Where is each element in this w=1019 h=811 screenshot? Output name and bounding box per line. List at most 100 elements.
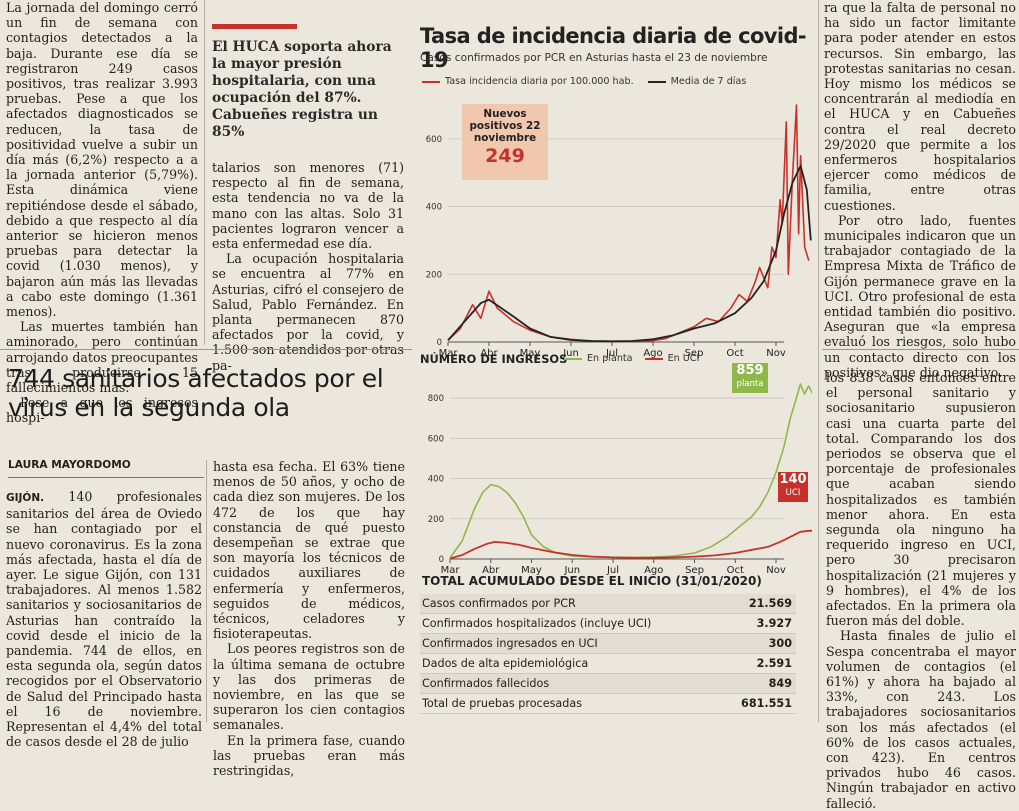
paragraph: Por otro lado, fuentes municipales indic… <box>824 212 1016 380</box>
pull-quote: El HUCA soporta ahora la mayor presión h… <box>212 24 402 141</box>
pull-quote-text: El HUCA soporta ahora la mayor presión h… <box>212 39 392 140</box>
x-tick-label: Jun <box>563 565 580 576</box>
table-row: Casos confirmados por PCR 21.569 <box>420 594 796 614</box>
x-tick-label: Abr <box>482 565 500 576</box>
mid-bottom-column: hasta esa fecha. El 63% tiene menos de 5… <box>213 459 405 778</box>
table-row: Confirmados ingresados en UCI 300 <box>420 633 796 654</box>
x-tick-label: Jun <box>562 348 579 359</box>
row-label: Confirmados fallecidos <box>420 673 723 694</box>
pull-quote-bar <box>212 24 297 29</box>
paragraph: Pese a que los ingresos hospi- <box>6 395 198 426</box>
y-tick-label: 0 <box>437 338 442 348</box>
section-divider <box>822 349 1019 350</box>
paragraph: En la primera fase, cuando las pruebas e… <box>213 732 405 779</box>
author-byline: LAURA MAYORDOMO <box>8 459 204 478</box>
table-row: Total de pruebas procesadas 681.551 <box>420 693 796 714</box>
row-label: Casos confirmados por PCR <box>420 594 723 614</box>
y-tick-label: 400 <box>426 203 442 213</box>
x-tick-label: Oct <box>727 565 744 576</box>
row-value: 21.569 <box>722 594 796 614</box>
mid-top-column: talarios son menores (71) respecto al fi… <box>212 160 404 373</box>
uci-label: UCI <box>785 488 801 498</box>
paragraph: talarios son menores (71) respecto al fi… <box>212 160 404 252</box>
uci-value: 140 <box>779 472 807 487</box>
legend-swatch-black <box>647 80 666 83</box>
paragraph: los 838 casos entonces entre el personal… <box>826 370 1016 629</box>
legend-swatch-green <box>564 357 582 360</box>
x-tick-label: Sep <box>685 348 704 359</box>
y-tick-label: 400 <box>428 475 444 485</box>
lead-text: 140 profesionales sanitarios del área de… <box>6 489 202 750</box>
left-top-column: La jornada del domingo cerró un fin de s… <box>6 0 198 426</box>
table-row: Confirmados hospitalizados (incluye UCI)… <box>420 613 796 634</box>
x-tick-label: Mar <box>441 565 461 576</box>
ingresos-legend: En planta En UCI <box>564 353 699 364</box>
row-label: Confirmados hospitalizados (incluye UCI) <box>420 613 723 634</box>
paragraph: hasta esa fecha. El 63% tiene menos de 5… <box>213 459 405 642</box>
planta-label: planta <box>736 379 764 389</box>
infographic-title: Tasa de incidencia diaria de covid-19 <box>420 24 807 72</box>
x-tick-label: Ago <box>644 565 663 576</box>
x-tick-label: Jul <box>606 565 619 576</box>
paragraph: La jornada del domingo cerró un fin de s… <box>6 0 198 320</box>
series-line-1 <box>447 104 810 343</box>
x-tick-label: Nov <box>766 348 786 359</box>
table-row: Confirmados fallecidos 849 <box>420 673 796 694</box>
row-label: Confirmados ingresados en UCI <box>420 633 723 654</box>
column-rule <box>204 0 205 345</box>
right-top-column: ra que la falta de personal no ha sido u… <box>824 0 1016 380</box>
left-bottom-column: GIJÓN. 140 profesionales sanitarios del … <box>6 489 202 749</box>
row-value: 300 <box>722 633 796 654</box>
row-label: Dados de alta epidemiológica <box>420 653 723 674</box>
row-value: 2.591 <box>722 653 796 674</box>
legend-label: En planta <box>587 353 633 364</box>
y-tick-label: 600 <box>428 434 444 444</box>
x-tick-label: May <box>521 565 542 576</box>
uci-callout: 140 UCI <box>778 472 808 502</box>
legend-label: En UCI <box>667 353 700 364</box>
series-line-2 <box>447 165 812 343</box>
covid-infographic: Tasa de incidencia diaria de covid-19 Ca… <box>412 20 812 722</box>
infographic-subtitle: Casos confirmados por PCR en Asturias ha… <box>420 52 768 64</box>
ingresos-chart: 0 200 400 600 800 Mar Abr May Jun Jul Ago Sep Oct Nov <box>428 383 812 576</box>
table-title: TOTAL ACUMULADO DESDE EL INICIO (31/01/2… <box>422 574 762 588</box>
x-tick-label: Oct <box>726 348 743 359</box>
x-tick-label: Nov <box>766 565 786 576</box>
legend-label: Tasa incidencia diaria por 100.000 hab. <box>445 76 634 87</box>
y-tick-label: 800 <box>428 394 444 404</box>
y-tick-label: 200 <box>426 270 442 280</box>
row-value: 681.551 <box>722 693 796 714</box>
totals-table: Casos confirmados por PCR 21.569 Confirma… <box>420 594 796 714</box>
paragraph: Los peores registros son de la última se… <box>213 641 405 733</box>
row-value: 849 <box>722 673 796 694</box>
callout-label: Nuevos positivos 22 noviembre <box>469 108 541 144</box>
row-label: Total de pruebas procesadas <box>420 693 723 714</box>
new-cases-callout: Nuevos positivos 22 noviembre 249 <box>462 104 548 180</box>
row-value: 3.927 <box>722 613 796 634</box>
legend-swatch-red <box>644 357 663 360</box>
paragraph: GIJÓN. 140 profesionales sanitarios del … <box>6 489 202 749</box>
planta-callout: 859 planta <box>732 363 768 393</box>
column-rule <box>818 0 819 722</box>
x-tick-label: May <box>520 348 541 359</box>
paragraph: Hasta finales de julio el Sespa concentr… <box>826 628 1016 811</box>
legend-label: Media de 7 días <box>670 76 747 87</box>
x-tick-label: Ago <box>643 348 662 359</box>
series-line-2 <box>449 529 812 560</box>
callout-value: 249 <box>485 145 525 167</box>
y-tick-label: 600 <box>426 135 442 145</box>
series-line-1 <box>449 383 812 559</box>
dateline: GIJÓN. <box>6 492 45 504</box>
section-divider <box>0 349 412 350</box>
paragraph: ra que la falta de personal no ha sido u… <box>824 0 1016 213</box>
headline: 744 sanitarios afectados por el virus en… <box>8 364 384 422</box>
planta-value: 859 <box>736 363 764 378</box>
x-tick-label: Mar <box>439 348 459 359</box>
paragraph: La ocupación hospitalaria se encuentra a… <box>212 251 404 373</box>
paragraph: Las muertes también han aminorado, pero … <box>6 319 198 396</box>
y-tick-label: 0 <box>439 555 444 565</box>
table-row: Dados de alta epidemiológica 2.591 <box>420 653 796 674</box>
x-tick-label: Abr <box>480 348 498 359</box>
x-tick-label: Jul <box>605 348 618 359</box>
ingresos-title: NÚMERO DE INGRESOS <box>420 352 568 366</box>
